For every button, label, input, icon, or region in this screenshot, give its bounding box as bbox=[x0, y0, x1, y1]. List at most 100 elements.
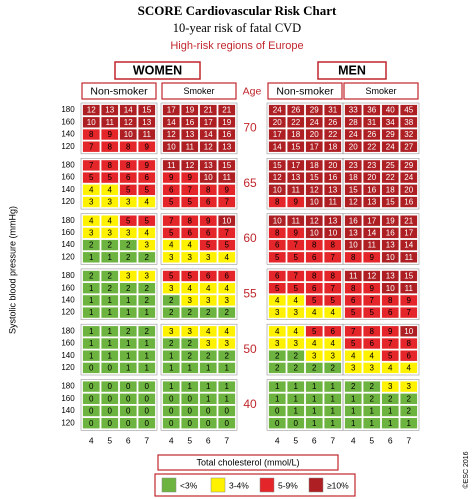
risk-cell bbox=[217, 325, 236, 338]
risk-value: 6 bbox=[407, 351, 412, 360]
risk-cell bbox=[399, 195, 418, 208]
risk-value: 4 bbox=[89, 185, 94, 194]
risk-value: 0 bbox=[275, 419, 280, 428]
risk-cell bbox=[286, 282, 305, 295]
risk-cell bbox=[344, 104, 363, 117]
risk-value: 20 bbox=[367, 173, 376, 182]
risk-value: 28 bbox=[349, 118, 358, 127]
x-tick-label: 6 bbox=[206, 435, 211, 445]
risk-value: 5 bbox=[275, 284, 280, 293]
risk-value: 0 bbox=[188, 394, 193, 403]
risk-value: 1 bbox=[312, 382, 317, 391]
risk-cell bbox=[286, 183, 305, 196]
risk-cell bbox=[100, 140, 119, 153]
risk-value: 1 bbox=[294, 382, 299, 391]
block-frame bbox=[342, 323, 420, 376]
risk-cell bbox=[119, 337, 138, 350]
chart-title: SCORE Cardiovascular Risk Chart bbox=[138, 3, 337, 18]
risk-value: 3 bbox=[145, 272, 150, 281]
block-frame bbox=[342, 213, 420, 265]
risk-value: 38 bbox=[404, 118, 413, 127]
risk-value: 3 bbox=[206, 339, 211, 348]
risk-cell bbox=[162, 251, 181, 264]
risk-value: 1 bbox=[225, 394, 230, 403]
risk-value: 2 bbox=[89, 241, 94, 250]
risk-value: 5 bbox=[145, 185, 150, 194]
risk-value: 2 bbox=[275, 351, 280, 360]
risk-value: 0 bbox=[126, 419, 131, 428]
risk-cell bbox=[137, 195, 156, 208]
risk-cell bbox=[286, 104, 305, 117]
risk-value: 0 bbox=[188, 419, 193, 428]
risk-value: 9 bbox=[145, 142, 150, 151]
risk-value: 3 bbox=[89, 198, 94, 207]
risk-cell bbox=[82, 251, 101, 264]
risk-cell bbox=[286, 392, 305, 405]
risk-value: 0 bbox=[169, 394, 174, 403]
block-frame bbox=[80, 158, 158, 210]
risk-cell bbox=[217, 404, 236, 417]
risk-cell bbox=[399, 306, 418, 319]
x-tick-label: 7 bbox=[406, 435, 411, 445]
risk-value: 13 bbox=[142, 118, 151, 127]
risk-value: 17 bbox=[404, 229, 413, 238]
risk-value: 10 bbox=[386, 253, 395, 262]
risk-cell bbox=[137, 214, 156, 227]
risk-cell bbox=[217, 294, 236, 307]
risk-value: 10 bbox=[124, 130, 133, 139]
risk-value: 11 bbox=[405, 253, 414, 262]
risk-value: 5 bbox=[108, 173, 113, 182]
x-tick-label: 5 bbox=[187, 435, 192, 445]
risk-cell bbox=[137, 171, 156, 184]
risk-value: 29 bbox=[404, 161, 413, 170]
y-label: Systolic blood pressure (mmHg) bbox=[7, 206, 17, 334]
risk-cell bbox=[362, 294, 381, 307]
risk-cell bbox=[268, 294, 287, 307]
risk-value: 3 bbox=[126, 272, 131, 281]
age-label: 60 bbox=[243, 231, 257, 245]
risk-cell bbox=[268, 282, 287, 295]
risk-cell bbox=[399, 140, 418, 153]
risk-value: 29 bbox=[310, 106, 319, 115]
sbp-label: 140 bbox=[61, 351, 75, 360]
x-tick-label: 4 bbox=[89, 435, 94, 445]
risk-cell bbox=[323, 159, 342, 172]
risk-cell bbox=[180, 306, 199, 319]
risk-value: 1 bbox=[169, 382, 174, 391]
risk-value: 6 bbox=[331, 327, 336, 336]
risk-cell bbox=[217, 104, 236, 117]
risk-value: 1 bbox=[331, 419, 336, 428]
risk-cell bbox=[305, 392, 324, 405]
risk-value: 9 bbox=[206, 216, 211, 225]
risk-value: 15 bbox=[273, 161, 282, 170]
risk-cell bbox=[82, 404, 101, 417]
risk-value: 1 bbox=[108, 351, 113, 360]
risk-cell bbox=[137, 116, 156, 129]
risk-value: 1 bbox=[108, 296, 113, 305]
risk-value: 0 bbox=[188, 407, 193, 416]
risk-value: 3 bbox=[188, 253, 193, 262]
risk-value: 8 bbox=[331, 272, 336, 281]
risk-cell bbox=[286, 294, 305, 307]
risk-cell bbox=[344, 337, 363, 350]
risk-cell bbox=[199, 226, 218, 239]
risk-cell bbox=[180, 349, 199, 362]
risk-value: 16 bbox=[367, 185, 376, 194]
risk-value: 5 bbox=[275, 253, 280, 262]
risk-cell bbox=[199, 251, 218, 264]
risk-cell bbox=[305, 417, 324, 430]
risk-cell bbox=[100, 349, 119, 362]
risk-value: 2 bbox=[145, 327, 150, 336]
risk-cell bbox=[100, 269, 119, 282]
risk-cell bbox=[381, 104, 400, 117]
risk-cell bbox=[344, 251, 363, 264]
risk-cell bbox=[217, 349, 236, 362]
risk-cell bbox=[305, 195, 324, 208]
risk-value: 1 bbox=[188, 364, 193, 373]
risk-value: 1 bbox=[206, 364, 211, 373]
risk-value: 18 bbox=[386, 185, 395, 194]
risk-value: 4 bbox=[312, 339, 317, 348]
risk-cell bbox=[162, 337, 181, 350]
risk-cell bbox=[199, 349, 218, 362]
risk-value: 9 bbox=[388, 327, 393, 336]
